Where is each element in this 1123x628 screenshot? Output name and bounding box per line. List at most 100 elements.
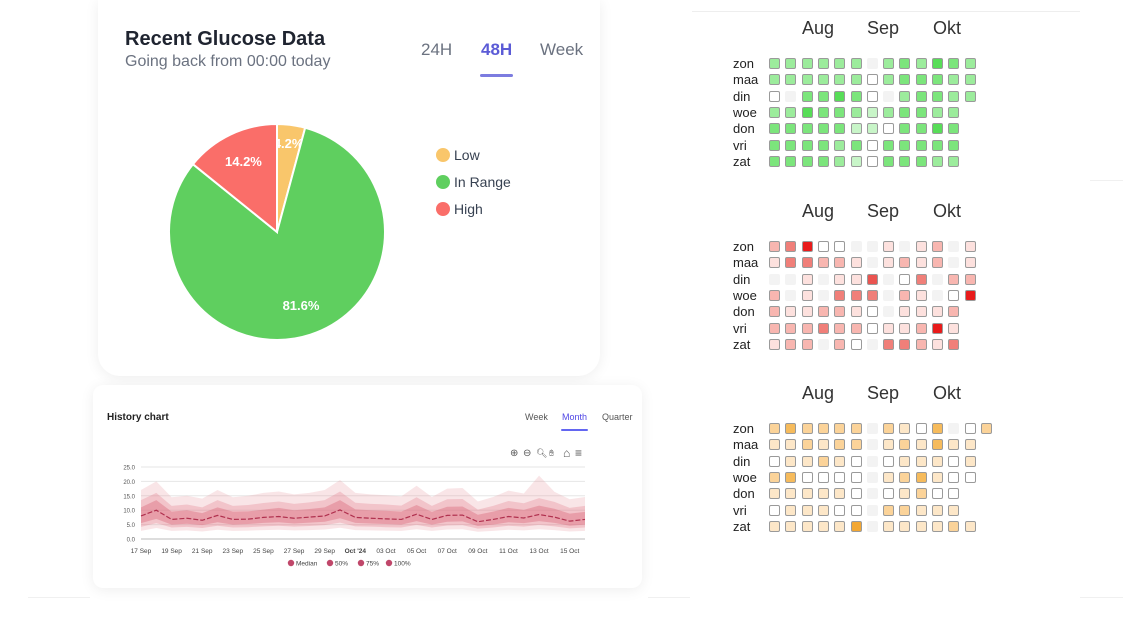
heatmap-cell[interactable]: [785, 90, 797, 102]
heatmap-cell[interactable]: [915, 439, 927, 451]
heatmap-cell[interactable]: [932, 139, 943, 151]
heatmap-cell[interactable]: [964, 90, 976, 102]
history-legend-label[interactable]: 75%: [366, 561, 379, 568]
heatmap-cell[interactable]: [915, 289, 927, 301]
heatmap-cell[interactable]: [785, 74, 797, 86]
history-tab-quarter[interactable]: Quarter: [602, 412, 633, 422]
heatmap-cell[interactable]: [817, 257, 829, 269]
heatmap-cell[interactable]: [817, 289, 829, 301]
heatmap-cell[interactable]: [948, 273, 960, 285]
heatmap-cell[interactable]: [850, 273, 862, 285]
heatmap-cell[interactable]: [769, 471, 780, 483]
heatmap-cell[interactable]: [785, 488, 797, 500]
heatmap-cell[interactable]: [964, 439, 976, 451]
heatmap-cell[interactable]: [932, 306, 943, 318]
heatmap-cell[interactable]: [899, 155, 911, 167]
heatmap-cell[interactable]: [948, 90, 960, 102]
heatmap-cell[interactable]: [980, 423, 992, 434]
heatmap-cell[interactable]: [866, 455, 878, 467]
pie-slice-in-range[interactable]: [168, 126, 386, 341]
heatmap-cell[interactable]: [834, 241, 846, 252]
heatmap-cell[interactable]: [834, 471, 846, 483]
heatmap-cell[interactable]: [964, 273, 976, 285]
heatmap-cell[interactable]: [964, 520, 976, 532]
heatmap-cell[interactable]: [801, 338, 813, 350]
heatmap-cell[interactable]: [817, 488, 829, 500]
heatmap-cell[interactable]: [850, 488, 862, 500]
heatmap-cell[interactable]: [866, 322, 878, 334]
pie-slice-high[interactable]: [191, 122, 278, 235]
heatmap-cell[interactable]: [964, 471, 976, 483]
heatmap-cell[interactable]: [866, 155, 878, 167]
heatmap-cell[interactable]: [785, 338, 797, 350]
heatmap-cell[interactable]: [769, 455, 780, 467]
heatmap-cell[interactable]: [817, 455, 829, 467]
heatmap-cell[interactable]: [834, 439, 846, 451]
heatmap-cell[interactable]: [801, 423, 813, 434]
heatmap-cell[interactable]: [801, 455, 813, 467]
heatmap-cell[interactable]: [866, 471, 878, 483]
history-tab-month[interactable]: Month: [562, 412, 588, 422]
heatmap-cell[interactable]: [883, 322, 895, 334]
heatmap-cell[interactable]: [850, 423, 862, 434]
heatmap-cell[interactable]: [899, 74, 911, 86]
heatmap-cell[interactable]: [899, 241, 911, 252]
heatmap-cell[interactable]: [785, 58, 797, 69]
heatmap-cell[interactable]: [769, 241, 780, 252]
heatmap-cell[interactable]: [769, 58, 780, 69]
heatmap-cell[interactable]: [785, 106, 797, 118]
heatmap-cell[interactable]: [785, 257, 797, 269]
heatmap-cell[interactable]: [948, 139, 960, 151]
heatmap-cell[interactable]: [948, 155, 960, 167]
heatmap-cell[interactable]: [883, 90, 895, 102]
heatmap-cell[interactable]: [899, 139, 911, 151]
heatmap-cell[interactable]: [915, 455, 927, 467]
heatmap-cell[interactable]: [866, 504, 878, 516]
heatmap-cell[interactable]: [932, 322, 943, 334]
tab-48h[interactable]: 48H: [481, 40, 513, 59]
heatmap-cell[interactable]: [834, 257, 846, 269]
heatmap-cell[interactable]: [883, 155, 895, 167]
heatmap-cell[interactable]: [850, 257, 862, 269]
heatmap-cell[interactable]: [899, 423, 911, 434]
heatmap-cell[interactable]: [769, 257, 780, 269]
heatmap-cell[interactable]: [932, 488, 943, 500]
heatmap-cell[interactable]: [817, 423, 829, 434]
heatmap-cell[interactable]: [817, 306, 829, 318]
heatmap-cell[interactable]: [899, 520, 911, 532]
heatmap-cell[interactable]: [801, 289, 813, 301]
heatmap-cell[interactable]: [964, 289, 976, 301]
heatmap-cell[interactable]: [801, 74, 813, 86]
heatmap-cell[interactable]: [834, 338, 846, 350]
heatmap-cell[interactable]: [915, 139, 927, 151]
heatmap-cell[interactable]: [850, 439, 862, 451]
heatmap-cell[interactable]: [915, 322, 927, 334]
heatmap-cell[interactable]: [769, 306, 780, 318]
heatmap-cell[interactable]: [883, 306, 895, 318]
heatmap-cell[interactable]: [769, 439, 780, 451]
heatmap-cell[interactable]: [769, 123, 780, 135]
heatmap-cell[interactable]: [866, 90, 878, 102]
heatmap-cell[interactable]: [915, 155, 927, 167]
heatmap-cell[interactable]: [769, 423, 780, 434]
heatmap-cell[interactable]: [883, 74, 895, 86]
heatmap-cell[interactable]: [866, 273, 878, 285]
heatmap-cell[interactable]: [948, 338, 960, 350]
heatmap-cell[interactable]: [769, 74, 780, 86]
menu-icon[interactable]: ≡: [575, 446, 583, 460]
heatmap-cell[interactable]: [932, 338, 943, 350]
heatmap-cell[interactable]: [915, 520, 927, 532]
heatmap-cell[interactable]: [850, 58, 862, 69]
heatmap-cell[interactable]: [915, 488, 927, 500]
heatmap-cell[interactable]: [866, 306, 878, 318]
heatmap-cell[interactable]: [801, 155, 813, 167]
heatmap-cell[interactable]: [948, 241, 960, 252]
heatmap-cell[interactable]: [899, 439, 911, 451]
heatmap-cell[interactable]: [964, 241, 976, 252]
heatmap-cell[interactable]: [948, 504, 960, 516]
heatmap-cell[interactable]: [915, 423, 927, 434]
heatmap-cell[interactable]: [785, 423, 797, 434]
heatmap-cell[interactable]: [850, 504, 862, 516]
heatmap-cell[interactable]: [948, 306, 960, 318]
heatmap-cell[interactable]: [932, 155, 943, 167]
